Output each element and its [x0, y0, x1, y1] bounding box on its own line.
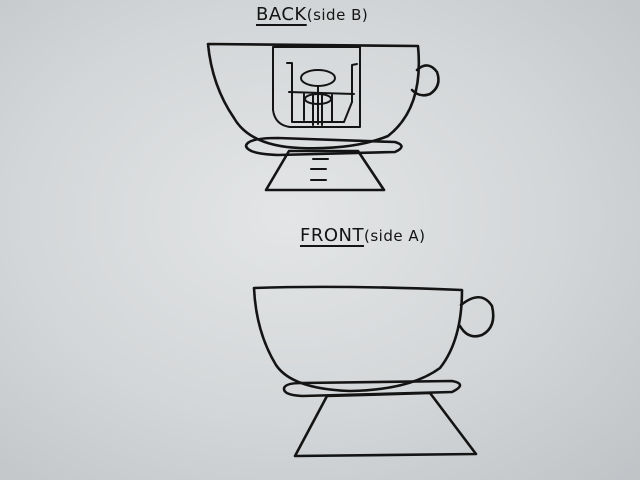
back-title: BACK	[256, 4, 307, 25]
back-cup-handle	[410, 64, 440, 97]
back-saucer	[244, 136, 403, 157]
back-door-panel	[272, 46, 361, 128]
front-saucer	[282, 379, 462, 398]
back-subtitle: (side B)	[306, 6, 369, 24]
front-cup-bowl	[252, 285, 464, 393]
front-teacup-drawing	[252, 285, 495, 458]
back-base-stand	[264, 149, 386, 192]
back-cup-bowl	[206, 42, 421, 150]
back-side-label: BACK(side B)	[256, 4, 368, 25]
front-base-stand	[293, 391, 478, 458]
back-base-steps	[310, 158, 329, 181]
back-teacup-drawing	[206, 42, 440, 192]
back-mechanism-knob	[300, 69, 336, 125]
front-subtitle: (side A)	[364, 227, 426, 245]
front-side-label: FRONT(side A)	[300, 225, 425, 246]
front-cup-handle	[458, 295, 495, 338]
front-title: FRONT	[300, 225, 364, 246]
